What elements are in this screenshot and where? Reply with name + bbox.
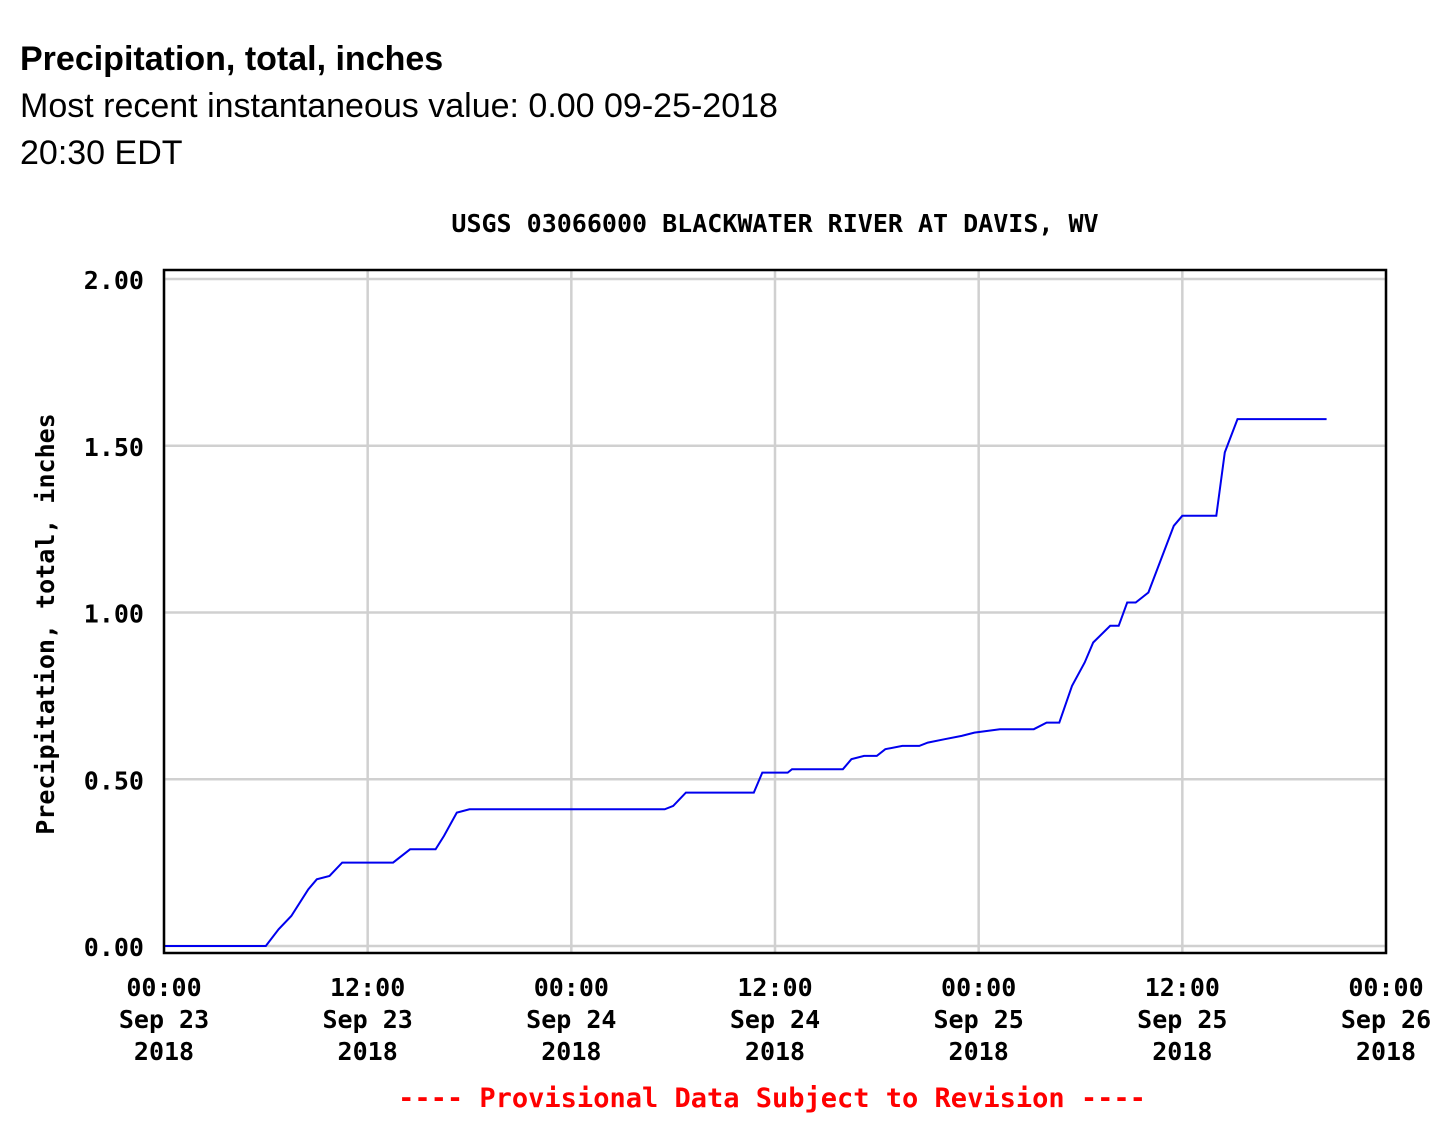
- y-tick-label: 1.50: [84, 433, 144, 462]
- x-tick-label: Sep 24: [730, 1005, 820, 1034]
- provisional-footnote: ---- Provisional Data Subject to Revisio…: [398, 1083, 1146, 1114]
- x-tick-label: Sep 25: [934, 1005, 1024, 1034]
- x-tick-label: 2018: [541, 1037, 601, 1066]
- x-tick-label: 2018: [1152, 1037, 1212, 1066]
- parameter-title: Precipitation, total, inches: [20, 40, 444, 78]
- x-tick-label: Sep 25: [1137, 1005, 1227, 1034]
- header: Precipitation, total, inches Most recent…: [20, 36, 820, 177]
- recent-value-text: Most recent instantaneous value: 0.00 09…: [20, 87, 778, 172]
- x-tick-label: 00:00: [126, 973, 201, 1002]
- chart-title: USGS 03066000 BLACKWATER RIVER AT DAVIS,…: [451, 209, 1098, 238]
- x-tick-label: 2018: [134, 1037, 194, 1066]
- x-tick-label: 12:00: [330, 973, 405, 1002]
- y-tick-label: 1.00: [84, 600, 144, 629]
- x-tick-label: Sep 23: [119, 1005, 209, 1034]
- plot-frame: [162, 268, 1388, 955]
- x-tick-label: 2018: [338, 1037, 398, 1066]
- y-tick-label: 0.50: [84, 766, 144, 795]
- x-tick-label: 12:00: [1145, 973, 1220, 1002]
- y-tick-label: 0.00: [84, 933, 144, 962]
- x-tick-label: 00:00: [941, 973, 1016, 1002]
- x-tick-label: 00:00: [1348, 973, 1423, 1002]
- y-axis-label: Precipitation, total, inches: [31, 413, 60, 834]
- x-tick-label: 00:00: [534, 973, 609, 1002]
- x-tick-label: 2018: [745, 1037, 805, 1066]
- x-tick-label: 12:00: [737, 973, 812, 1002]
- precipitation-series-line: [164, 418, 1327, 947]
- x-tick-label: Sep 23: [323, 1005, 413, 1034]
- x-tick-label: Sep 24: [526, 1005, 616, 1034]
- x-tick-label: Sep 26: [1341, 1005, 1431, 1034]
- x-tick-label: 2018: [1356, 1037, 1416, 1066]
- y-tick-label: 2.00: [84, 266, 144, 295]
- x-tick-label: 2018: [949, 1037, 1009, 1066]
